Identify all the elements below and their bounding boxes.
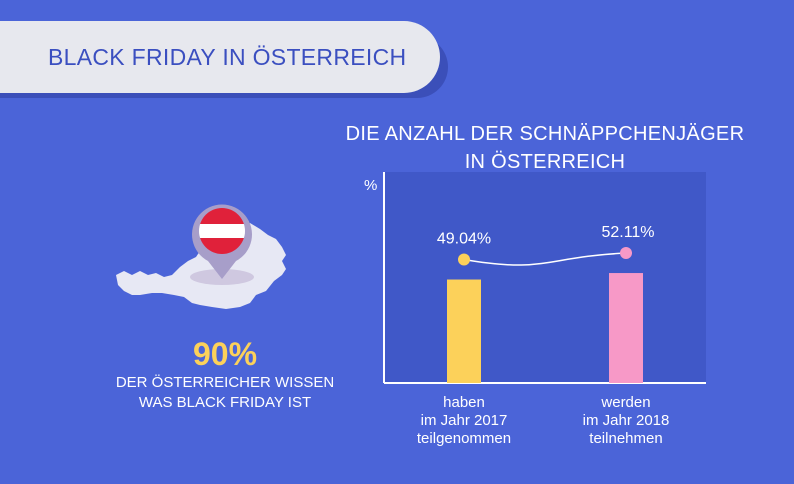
marker-2 — [620, 247, 632, 260]
marker-1 — [458, 253, 470, 266]
data-label-2: 52.11% — [601, 224, 654, 241]
chart-title: DIE ANZAHL DER SCHNÄPPCHENJÄGER IN ÖSTER… — [330, 120, 760, 176]
category-label-2: werden im Jahr 2018 teilnehmen — [551, 394, 701, 448]
category-label-2-line-3: teilnehmen — [589, 430, 663, 447]
stat-value: 90% — [192, 336, 258, 372]
category-label-1-line-1: haben — [443, 394, 485, 411]
austria-map-icon — [116, 204, 286, 309]
bar-2 — [609, 273, 643, 383]
plot-area — [384, 172, 706, 383]
chart-title-line-1: DIE ANZAHL DER SCHNÄPPCHENJÄGER — [345, 123, 745, 145]
category-label-2-line-2: im Jahr 2018 — [582, 412, 670, 429]
category-label-1: haben im Jahr 2017 teilgenommen — [389, 394, 539, 448]
austria-flag-icon — [199, 208, 245, 254]
data-label-1: 49.04% — [437, 231, 491, 248]
category-label-2-line-1: werden — [601, 394, 651, 411]
category-label-1-line-3: teilgenommen — [416, 430, 512, 447]
category-label-1-line-2: im Jahr 2017 — [420, 412, 508, 429]
stat-line-1: DER ÖSTERREICHER WISSEN — [115, 374, 335, 391]
bar-1 — [447, 279, 481, 383]
stat-block: 90% DER ÖSTERREICHER WISSEN WAS BLACK FR… — [60, 335, 390, 413]
stat-line-2: WAS BLACK FRIDAY IST — [138, 394, 312, 411]
connector-line — [463, 252, 627, 266]
title-banner: BLACK FRIDAY IN ÖSTERREICH — [0, 21, 440, 93]
chart-title-line-2: IN ÖSTERREICH — [464, 151, 626, 173]
y-axis-label: % — [364, 177, 377, 194]
banner-title: BLACK FRIDAY IN ÖSTERREICH — [48, 44, 407, 70]
